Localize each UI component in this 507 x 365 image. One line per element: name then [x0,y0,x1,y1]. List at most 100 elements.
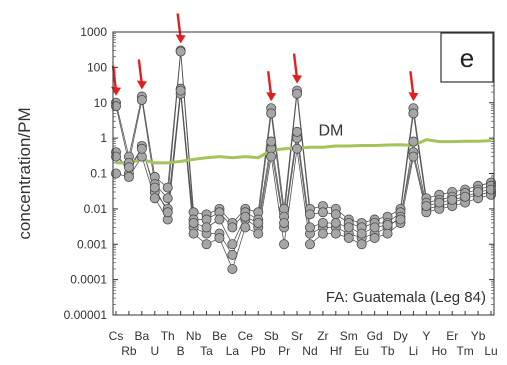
x-tick-label-tm: Tm [456,344,473,358]
highlight-arrow-head [136,80,147,90]
highlight-arrow-shaft [176,13,182,39]
data-point [240,211,251,222]
data-point [188,217,199,228]
data-point [460,191,471,202]
x-tick-label-sr: Sr [291,329,303,343]
data-point [266,136,277,147]
data-point [421,201,432,212]
highlight-arrow-head [175,34,186,44]
data-point [382,228,393,239]
y-tick-label: 1000 [80,25,107,39]
data-point [369,233,380,244]
x-tick-label-eu: Eu [354,344,369,358]
data-point [214,233,225,244]
highlight-arrow-head [408,92,419,102]
data-point [149,182,160,193]
x-tick-label-sm: Sm [340,329,358,343]
x-tick-label-dy: Dy [393,329,408,343]
x-tick-label-li: Li [409,344,418,358]
x-tick-label-sb: Sb [264,329,279,343]
data-point [395,214,406,225]
data-point [227,249,238,260]
data-point [111,168,122,179]
data-point [408,108,419,119]
data-point [330,217,341,228]
data-point [317,207,328,218]
y-tick-label: 1 [100,131,107,145]
x-tick-label-ta: Ta [200,344,213,358]
data-point [317,217,328,228]
data-point [292,88,303,99]
y-tick-label: 0.00001 [64,308,108,322]
data-point [317,228,328,239]
x-tick-label-yb: Yb [471,329,486,343]
x-tick-label-pr: Pr [278,344,290,358]
plot-frame [112,31,495,316]
data-point [292,126,303,137]
panel-label: e [460,43,474,73]
data-point [188,228,199,239]
y-axis-label: concentration/PM [15,107,34,239]
data-point [162,207,173,218]
data-point [266,108,277,119]
data-point [136,94,147,105]
data-point [111,101,122,112]
highlight-arrow-shaft [266,71,273,97]
x-tick-label-lu: Lu [484,344,497,358]
dm-reference-label: DM [318,122,343,139]
data-point [279,217,290,228]
data-point [356,239,367,250]
data-point [330,209,341,220]
x-tick-label-y: Y [422,329,430,343]
data-point [175,46,186,57]
data-point [408,151,419,162]
data-point [111,151,122,162]
data-point [227,263,238,274]
x-tick-label-pb: Pb [251,344,266,358]
x-tick-label-la: La [226,344,240,358]
x-tick-label-hf: Hf [330,344,343,358]
dm-reference-line [116,138,492,165]
data-point [149,193,160,204]
y-tick-label: 0.1 [90,167,107,181]
x-tick-label-b: B [177,344,185,358]
data-point [253,228,264,239]
data-point [485,184,496,195]
x-tick-label-nb: Nb [186,329,202,343]
data-point [227,239,238,250]
data-point [343,233,354,244]
data-point [227,222,238,233]
x-tick-label-th: Th [161,329,175,343]
panel-label-box [440,32,494,83]
data-point [266,151,277,162]
x-tick-label-be: Be [212,329,227,343]
y-tick-label: 0.01 [84,202,108,216]
data-point [175,85,186,96]
y-tick-label: 0.001 [77,237,107,251]
data-point [304,222,315,233]
data-point [447,194,458,205]
highlight-arrow-head [292,74,303,84]
data-point [330,228,341,239]
highlight-arrow-shaft [137,59,144,85]
data-point [408,136,419,147]
data-point [253,217,264,228]
data-point [162,193,173,204]
series-points [111,45,496,274]
data-point [369,222,380,233]
x-tick-label-ce: Ce [238,329,254,343]
x-tick-label-zr: Zr [317,329,328,343]
data-point [136,143,147,154]
x-tick-label-nd: Nd [302,344,317,358]
x-tick-label-gd: Gd [367,329,383,343]
data-point [434,197,445,208]
highlight-arrow-head [266,92,277,102]
data-point [304,239,315,250]
x-axis-labels: CsRbBaUThBNbTaBeLaCePbSbPrSrNdZrHfSmEuGd… [109,311,498,358]
x-tick-label-ho: Ho [432,344,448,358]
x-tick-label-rb: Rb [121,344,137,358]
x-tick-label-u: U [150,344,159,358]
y-tick-label: 0.0001 [70,273,107,287]
chart-annotation: FA: Guatemala (Leg 84) [326,289,486,306]
